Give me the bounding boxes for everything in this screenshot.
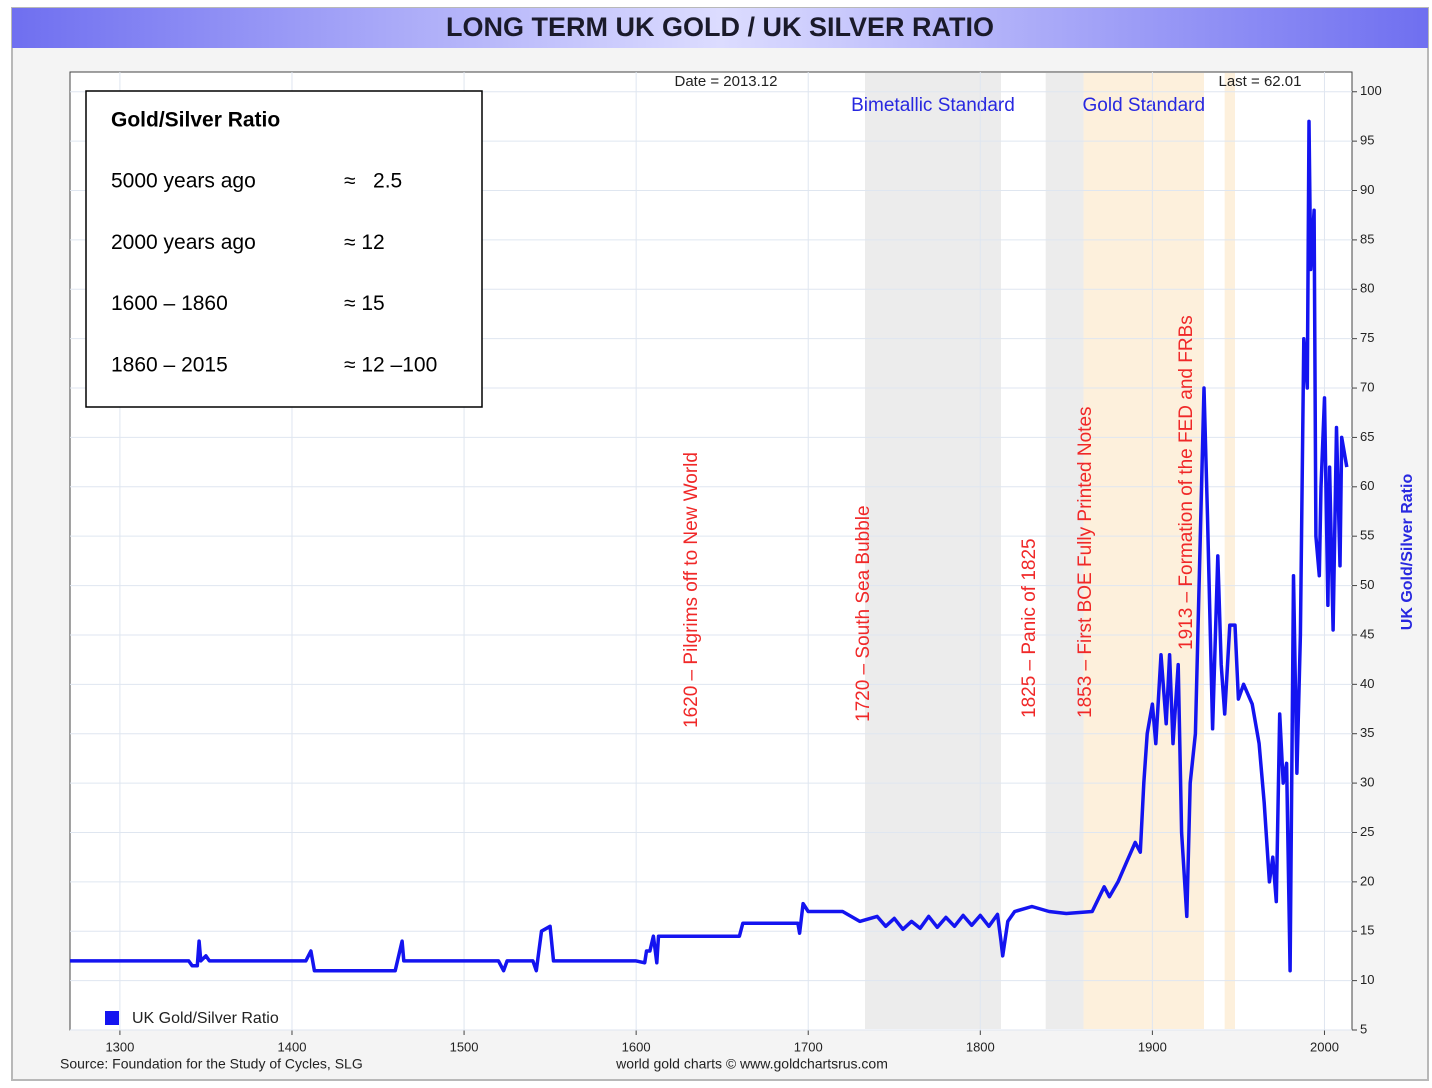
band	[1045, 73, 1084, 1029]
y-tick-label: 95	[1360, 133, 1374, 148]
inset-value: ≈ 12 –100	[344, 353, 437, 376]
x-tick-label: 1800	[966, 1039, 995, 1054]
inset-label: 1860 – 2015	[111, 353, 228, 376]
inset-label: 1600 – 1860	[111, 292, 228, 315]
y-tick-label: 25	[1360, 824, 1374, 839]
legend-label: UK Gold/Silver Ratio	[132, 1010, 279, 1027]
inset-title: Gold/Silver Ratio	[111, 109, 280, 132]
y-tick-label: 100	[1360, 83, 1382, 98]
x-tick-label: 1900	[1138, 1039, 1167, 1054]
x-tick-label: 1600	[622, 1039, 651, 1054]
band	[1224, 73, 1235, 1029]
date-label: Date = 2013.12	[674, 73, 777, 90]
y-tick-label: 60	[1360, 478, 1374, 493]
x-tick-label: 1300	[105, 1039, 134, 1054]
inset-label: 5000 years ago	[111, 170, 256, 193]
inset-value: ≈ 2.5	[344, 170, 402, 193]
chart-title: LONG TERM UK GOLD / UK SILVER RATIO	[446, 12, 994, 42]
band-label: Bimetallic Standard	[851, 95, 1015, 116]
band	[865, 73, 1001, 1029]
y-axis-label: UK Gold/Silver Ratio	[1399, 474, 1416, 631]
inset-label: 2000 years ago	[111, 231, 256, 254]
annotation: 1853 – First BOE Fully Printed Notes	[1075, 406, 1096, 718]
y-tick-label: 65	[1360, 429, 1374, 444]
y-tick-label: 85	[1360, 231, 1374, 246]
band-label: Gold Standard	[1083, 95, 1206, 116]
x-tick-label: 1700	[794, 1039, 823, 1054]
y-tick-label: 75	[1360, 330, 1374, 345]
y-tick-label: 5	[1360, 1021, 1367, 1036]
y-tick-label: 35	[1360, 725, 1374, 740]
x-tick-label: 1500	[450, 1039, 479, 1054]
inset-value: ≈ 15	[344, 292, 385, 315]
last-label: Last = 62.01	[1219, 73, 1302, 90]
source: Source: Foundation for the Study of Cycl…	[60, 1056, 363, 1072]
title-bar	[12, 8, 1428, 48]
annotation: 1720 – South Sea Bubble	[853, 505, 874, 722]
annotation: 1620 – Pilgrims off to New World	[681, 452, 702, 728]
y-tick-label: 10	[1360, 972, 1374, 987]
y-tick-label: 70	[1360, 379, 1374, 394]
annotation: 1913 – Formation of the FED and FRBs	[1176, 315, 1197, 650]
credit: world gold charts © www.goldchartsrus.co…	[615, 1056, 888, 1072]
line	[70, 119, 1349, 973]
y-tick-label: 50	[1360, 577, 1374, 592]
y-tick-label: 55	[1360, 528, 1374, 543]
inset-box	[85, 90, 483, 408]
inset-value: ≈ 12	[344, 231, 385, 254]
y-tick-label: 30	[1360, 775, 1374, 790]
y-tick-label: 45	[1360, 626, 1374, 641]
x-tick-label: 2000	[1310, 1039, 1339, 1054]
x-tick-label: 1400	[278, 1039, 307, 1054]
y-tick-label: 15	[1360, 923, 1374, 938]
y-tick-label: 90	[1360, 182, 1374, 197]
y-tick-label: 20	[1360, 873, 1374, 888]
annotation: 1825 – Panic of 1825	[1019, 538, 1040, 718]
y-tick-label: 80	[1360, 281, 1374, 296]
y-tick-label: 40	[1360, 676, 1374, 691]
legend-swatch	[105, 1011, 119, 1025]
